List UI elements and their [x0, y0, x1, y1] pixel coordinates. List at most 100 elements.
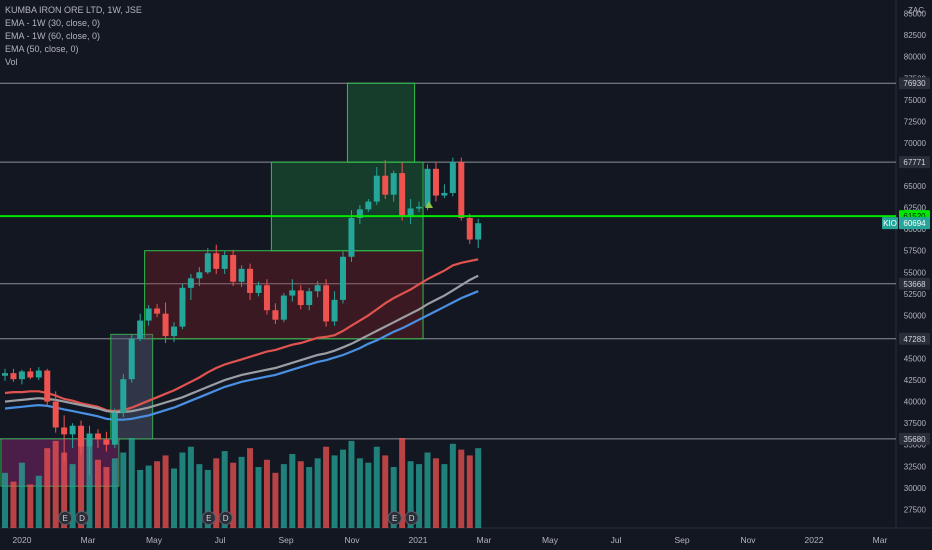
candle-body: [69, 425, 76, 435]
marker-label: D: [79, 514, 85, 523]
volume-bar: [306, 467, 313, 528]
candle: [120, 374, 127, 418]
x-tick-label: May: [542, 535, 559, 545]
candle-body: [449, 161, 456, 193]
candle: [61, 415, 68, 462]
y-tick-label: 32500: [904, 462, 927, 471]
candle: [373, 167, 380, 206]
earnings-marker: [58, 511, 73, 525]
candle: [69, 423, 76, 449]
y-tick-label: 35000: [904, 441, 927, 450]
marker-label: E: [62, 514, 67, 523]
candle-body: [154, 308, 161, 314]
marker-label: D: [409, 514, 415, 523]
candle-body: [390, 173, 397, 195]
volume-bar: [238, 456, 245, 528]
candle-body: [466, 217, 473, 240]
candle: [314, 280, 321, 298]
candle-body: [137, 320, 144, 339]
x-tick-label: Nov: [344, 535, 360, 545]
candle: [365, 198, 372, 212]
x-tick-label: May: [146, 535, 163, 545]
candle: [86, 425, 93, 475]
volume-bar: [475, 448, 482, 528]
candle-body: [44, 370, 51, 402]
candle: [331, 291, 338, 326]
marker-label: E: [392, 514, 397, 523]
candle-body: [255, 285, 262, 293]
candle: [35, 367, 42, 381]
volume-bar: [204, 469, 211, 528]
candle: [78, 420, 85, 456]
candle: [196, 267, 203, 287]
candle-body: [416, 206, 423, 209]
candle-body: [331, 299, 338, 322]
y-tick-label: 30000: [904, 484, 927, 493]
candle: [466, 213, 473, 244]
volume-bar: [162, 455, 169, 528]
candle-body: [373, 175, 380, 202]
candle-body: [196, 272, 203, 279]
candle: [213, 244, 220, 275]
volume-bar: [111, 458, 118, 528]
candle-body: [111, 412, 118, 445]
ema60-legend[interactable]: EMA - 1W (60, close, 0): [5, 31, 101, 41]
candle: [103, 431, 110, 452]
volume-legend[interactable]: Vol: [5, 57, 18, 67]
candle-body: [314, 285, 321, 292]
x-tick-label: Sep: [674, 535, 689, 545]
candle-body: [247, 268, 254, 293]
symbol-badge-text: KIO: [883, 219, 897, 228]
candle-body: [475, 223, 482, 240]
ema50-line: [4, 290, 479, 421]
candle: [458, 157, 465, 221]
y-tick-label: 65000: [904, 182, 927, 191]
candle-body: [432, 168, 439, 196]
ema50-legend[interactable]: EMA (50, close, 0): [5, 44, 79, 54]
price-label-text: 61520: [903, 212, 926, 221]
signal-triangle: [425, 201, 433, 208]
candle-body: [27, 371, 34, 378]
volume-bar: [44, 448, 51, 528]
candle: [94, 429, 101, 449]
candle-body: [145, 308, 152, 321]
candle: [145, 305, 152, 326]
candle-body: [94, 433, 101, 440]
candle: [52, 391, 59, 433]
y-tick-label: 50000: [904, 311, 927, 320]
y-tick-label: 27500: [904, 505, 927, 514]
volume-bar: [69, 464, 76, 528]
volume-bar: [449, 443, 456, 528]
volume-bar: [272, 472, 279, 528]
symbol-title[interactable]: KUMBA IRON ORE LTD, 1W, JSE: [5, 5, 142, 15]
candle: [263, 279, 270, 315]
candle-body: [238, 268, 245, 282]
volume-bar: [2, 472, 8, 528]
candle: [154, 304, 161, 318]
candle: [128, 334, 135, 383]
y-tick-label: 45000: [904, 354, 927, 363]
green-zone-box: [346, 82, 416, 163]
marker-label: E: [206, 514, 211, 523]
volume-bar: [289, 453, 296, 528]
price-label-text: 76930: [903, 79, 926, 88]
volume-bar: [280, 464, 287, 528]
candle: [340, 251, 346, 304]
currency-label: ZAC: [908, 6, 924, 15]
y-tick-label: 52500: [904, 290, 927, 299]
price-label-box: [899, 156, 930, 169]
ema30-legend[interactable]: EMA - 1W (30, close, 0): [5, 18, 101, 28]
candle-body: [61, 427, 68, 435]
volume-bar: [247, 448, 254, 528]
candle: [323, 279, 330, 327]
candle-body: [35, 370, 42, 378]
volume-bar: [407, 461, 414, 528]
y-tick-label: 75000: [904, 96, 927, 105]
volume-bar: [323, 446, 330, 528]
volume-bar: [416, 464, 423, 528]
volume-bar: [297, 461, 304, 528]
volume-bar: [230, 462, 237, 528]
candle: [297, 285, 304, 310]
volume-bar: [179, 452, 186, 528]
